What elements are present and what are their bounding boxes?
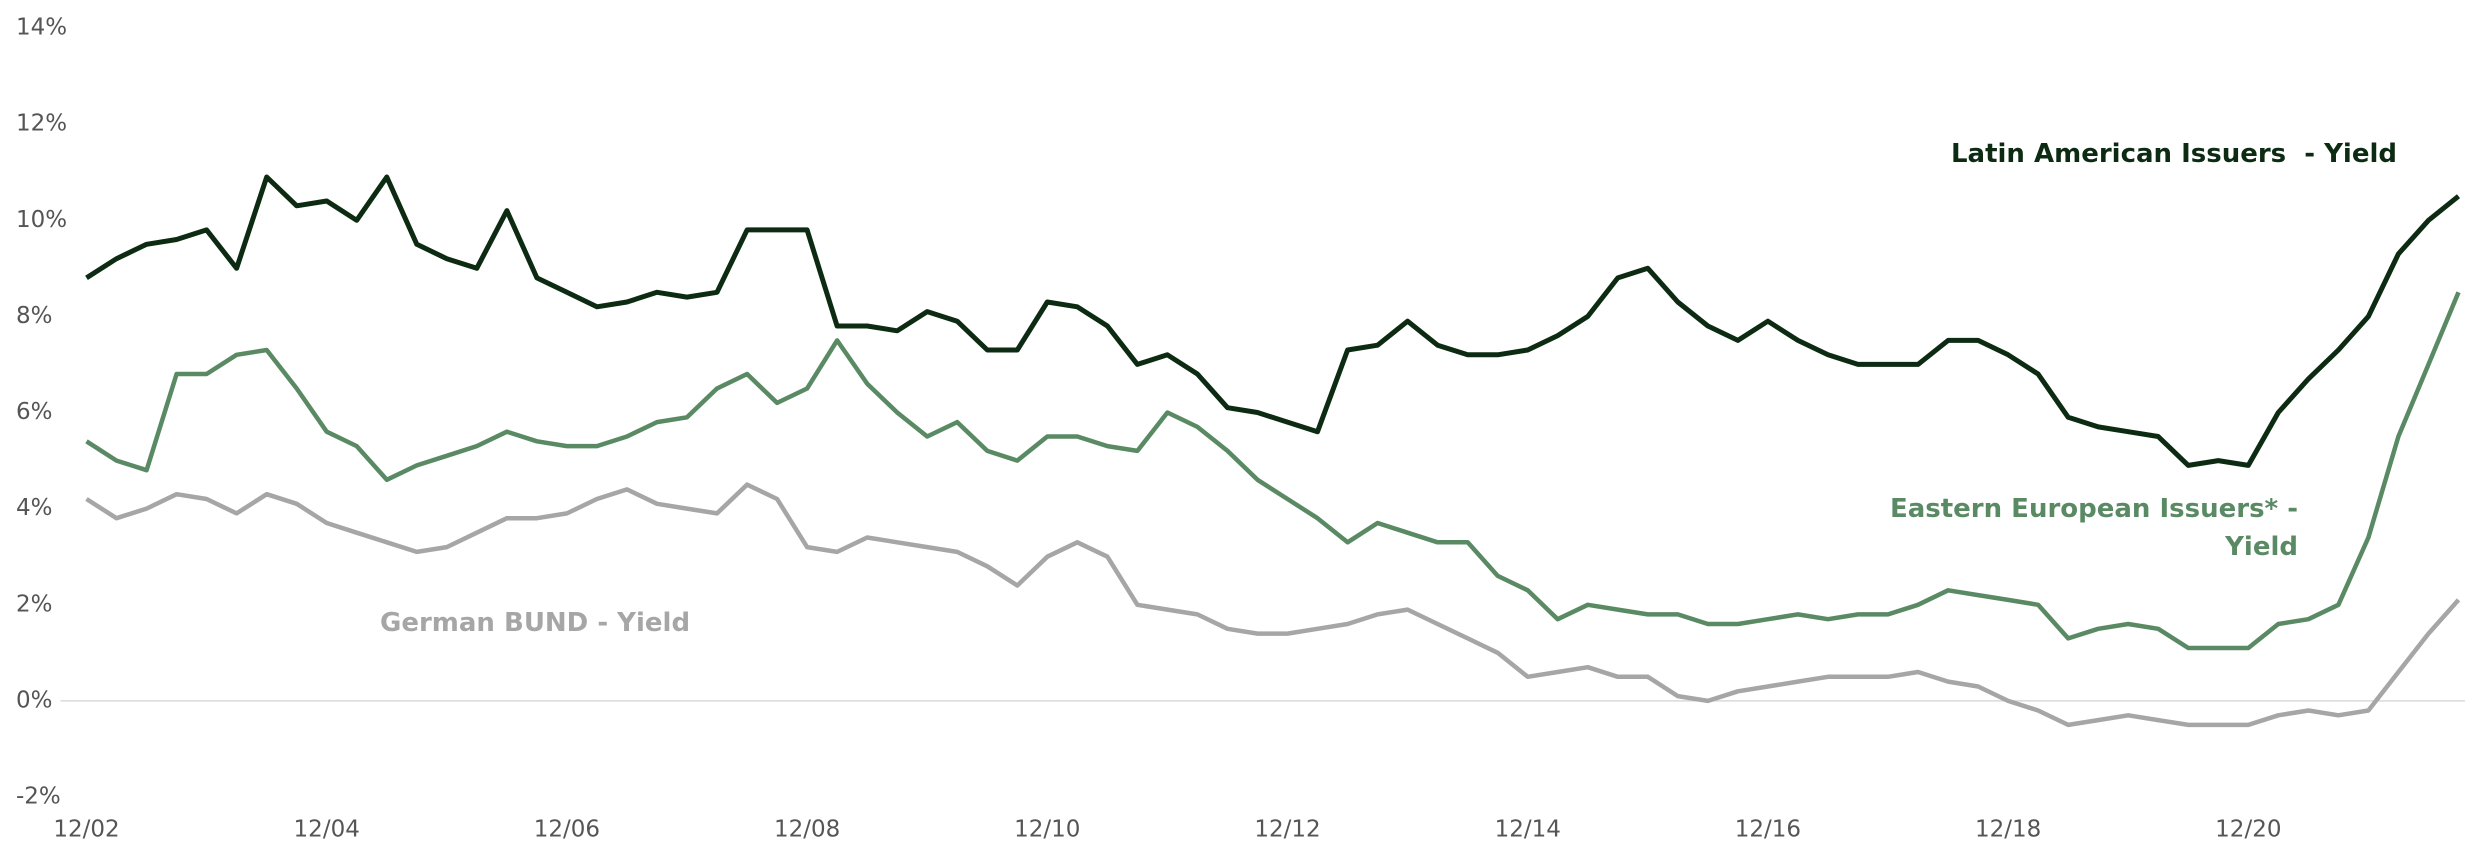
- y-tick-label: 4%: [16, 495, 53, 521]
- x-tick-label: 12/02: [53, 817, 119, 843]
- series-line: [85, 482, 2461, 728]
- series-line: [85, 291, 2461, 651]
- y-tick-label: 8%: [16, 303, 53, 329]
- x-tick-label: 12/06: [534, 817, 600, 843]
- y-tick-label: 10%: [16, 207, 67, 233]
- y-tick-label: 2%: [16, 591, 53, 617]
- series-line: [85, 174, 2461, 468]
- x-tick-label: 12/14: [1495, 817, 1561, 843]
- y-tick-label: -2%: [16, 784, 61, 810]
- x-tick-label: 12/12: [1254, 817, 1320, 843]
- y-tick-label: 14%: [16, 15, 67, 41]
- series-label: Eastern European Issuers* - Yield: [1889, 494, 2298, 562]
- x-tick-label: 12/10: [1014, 817, 1080, 843]
- x-tick-label: 12/08: [774, 817, 840, 843]
- y-tick-label: 0%: [16, 687, 53, 713]
- y-tick-label: 12%: [16, 111, 67, 137]
- y-tick-label: 6%: [16, 399, 53, 425]
- series-label: Latin American Issuers - Yield: [1950, 139, 2397, 169]
- x-tick-label: 12/18: [1975, 817, 2041, 843]
- x-tick-label: 12/04: [294, 817, 360, 843]
- series-label: German BUND - Yield: [380, 608, 691, 638]
- x-tick-label: 12/16: [1735, 817, 1801, 843]
- x-tick-label: 12/20: [2215, 817, 2281, 843]
